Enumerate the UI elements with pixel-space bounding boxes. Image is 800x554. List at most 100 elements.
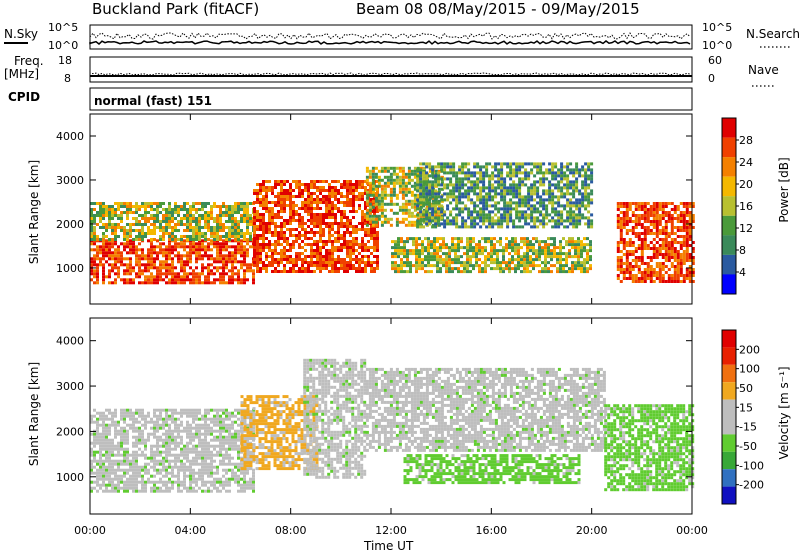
power-echo-cell	[446, 177, 450, 181]
power-echo-cell	[524, 195, 528, 199]
power-echo-cell	[439, 270, 442, 274]
power-echo-cell	[485, 213, 489, 217]
power-echo-cell	[554, 225, 558, 229]
power-echo-cell	[307, 204, 310, 207]
power-echo-cell	[661, 241, 665, 244]
power-echo-cell	[204, 220, 207, 223]
power-echo-cell	[625, 205, 629, 208]
velocity-echo-cell	[108, 411, 111, 415]
power-echo-cell	[634, 250, 638, 253]
power-echo-cell	[409, 270, 412, 274]
power-echo-cell	[533, 180, 537, 184]
power-echo-cell	[421, 243, 424, 247]
power-echo-cell	[340, 225, 343, 228]
velocity-echo-cell	[105, 435, 108, 439]
power-echo-cell	[319, 267, 322, 270]
power-echo-cell	[102, 238, 105, 241]
power-echo-cell	[389, 223, 393, 227]
power-echo-cell	[153, 226, 156, 229]
power-echo-cell	[301, 201, 304, 204]
power-echo-cell	[102, 257, 105, 261]
power-echo-cell	[401, 181, 405, 185]
power-echo-cell	[228, 232, 231, 235]
power-echo-cell	[358, 195, 361, 198]
power-echo-cell	[150, 263, 153, 267]
power-echo-cell	[575, 213, 579, 217]
power-echo-cell	[371, 220, 375, 224]
power-echo-cell	[661, 262, 665, 265]
power-echo-cell	[189, 254, 192, 258]
power-echo-cell	[658, 253, 662, 256]
power-echo-cell	[361, 249, 364, 252]
power-echo-cell	[316, 201, 319, 204]
power-echo-cell	[162, 251, 165, 255]
power-echo-cell	[478, 264, 481, 268]
power-echo-cell	[246, 263, 249, 267]
power-echo-cell	[452, 222, 456, 226]
power-echo-cell	[283, 198, 286, 201]
power-echo-cell	[234, 272, 237, 276]
power-echo-cell	[539, 177, 543, 181]
power-echo-cell	[102, 242, 105, 246]
power-echo-cell	[171, 238, 174, 241]
power-echo-cell	[569, 171, 573, 175]
velocity-echo-cell	[111, 411, 114, 415]
power-echo-cell	[313, 252, 316, 255]
velocity-echo-cell	[129, 408, 132, 412]
power-echo-cell	[183, 205, 186, 208]
power-echo-cell	[111, 208, 114, 211]
power-echo-cell	[213, 245, 216, 249]
power-echo-cell	[542, 213, 546, 217]
power-echo-cell	[538, 255, 541, 259]
power-echo-cell	[219, 272, 222, 276]
power-echo-cell	[655, 220, 659, 223]
power-echo-cell	[198, 202, 201, 205]
power-echo-cell	[419, 201, 423, 205]
power-echo-cell	[365, 178, 369, 182]
power-echo-cell	[452, 207, 456, 211]
power-echo-cell	[403, 264, 406, 268]
power-echo-cell	[415, 246, 418, 250]
power-echo-cell	[234, 226, 237, 229]
power-echo-cell	[488, 177, 492, 181]
power-echo-cell	[189, 281, 192, 285]
power-echo-cell	[451, 270, 454, 274]
power-echo-cell	[619, 259, 623, 262]
velocity-echo-cell	[96, 438, 99, 442]
power-echo-cell	[476, 171, 480, 175]
power-echo-cell	[643, 235, 647, 238]
power-echo-cell	[322, 240, 325, 243]
power-echo-cell	[488, 216, 492, 220]
power-echo-cell	[105, 239, 108, 243]
power-echo-cell	[195, 254, 198, 258]
colorbar-tick-label: 4	[739, 266, 746, 279]
power-echo-cell	[556, 267, 559, 271]
velocity-echo-cell	[156, 423, 159, 427]
power-echo-cell	[277, 243, 280, 246]
power-echo-cell	[559, 264, 562, 268]
power-echo-cell	[400, 246, 403, 250]
power-echo-cell	[301, 270, 304, 273]
power-echo-cell	[403, 261, 406, 265]
power-echo-cell	[259, 255, 262, 258]
power-echo-cell	[515, 174, 519, 178]
power-echo-cell	[259, 219, 262, 222]
power-echo-cell	[186, 217, 189, 220]
power-echo-cell	[159, 248, 162, 252]
power-echo-cell	[640, 262, 644, 265]
power-echo-cell	[204, 217, 207, 220]
power-echo-cell	[586, 249, 589, 253]
power-heatmap	[90, 162, 695, 285]
velocity-echo-cell	[96, 435, 99, 439]
power-echo-cell	[584, 198, 588, 202]
power-echo-cell	[436, 249, 439, 253]
power-echo-cell	[138, 205, 141, 208]
power-echo-cell	[123, 278, 126, 282]
power-echo-cell	[210, 208, 213, 211]
power-echo-cell	[404, 193, 408, 197]
power-echo-cell	[452, 165, 456, 169]
power-echo-cell	[400, 240, 403, 244]
velocity-echo-cell	[132, 471, 135, 475]
power-echo-cell	[337, 201, 340, 204]
power-echo-cell	[443, 192, 447, 196]
